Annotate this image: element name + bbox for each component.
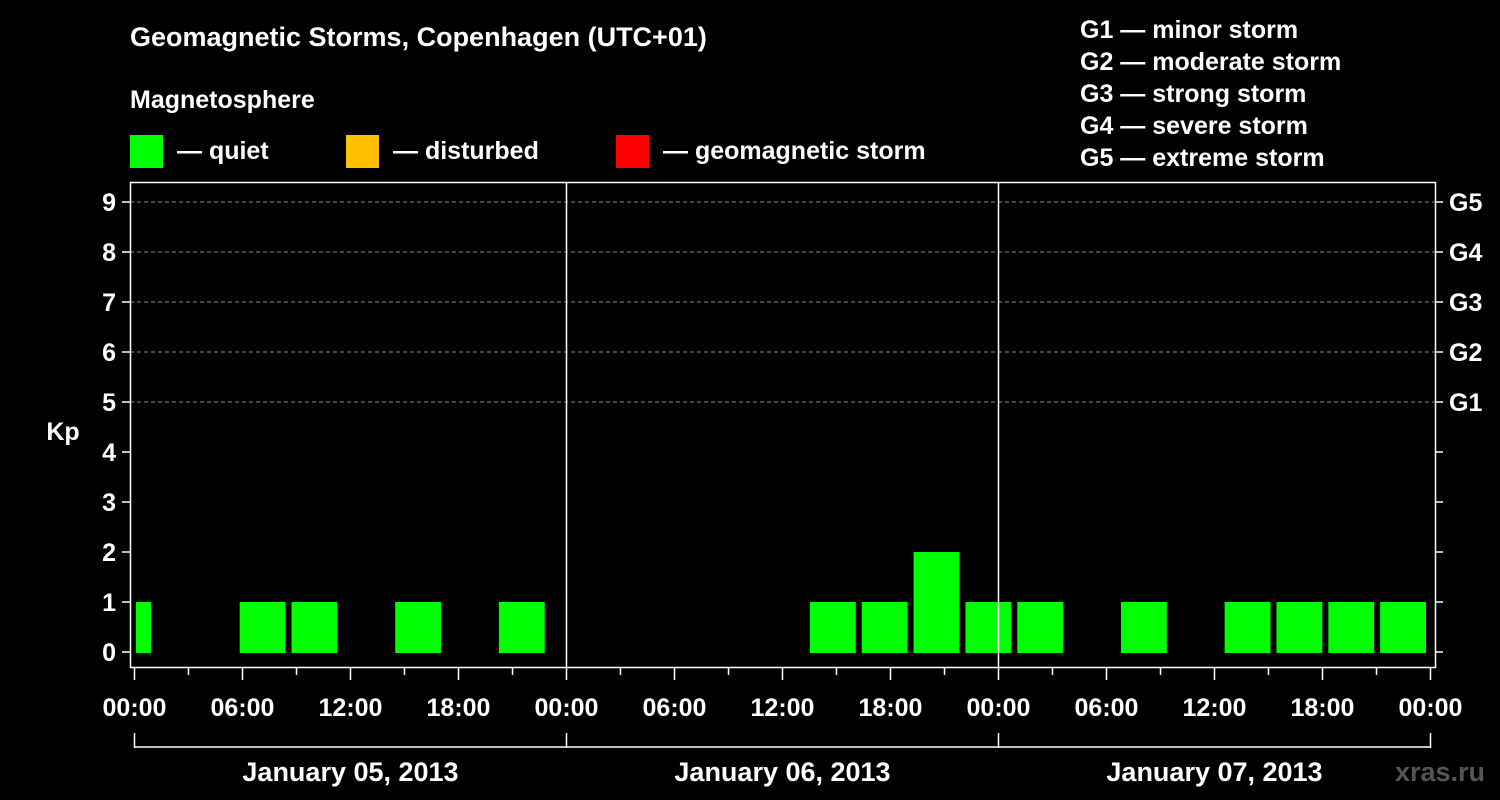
kp-bar-17: [1017, 602, 1064, 653]
legend-label-storm: — geomagnetic storm: [663, 136, 926, 165]
kp-bar-22: [1276, 602, 1323, 653]
x-tick-label-3: 18:00: [427, 694, 491, 722]
day-label-2: January 07, 2013: [1106, 757, 1322, 787]
kp-bar-19: [1120, 602, 1167, 653]
x-tick-label-9: 06:00: [1075, 694, 1139, 722]
right-axis-label-g1: G1: [1449, 389, 1482, 417]
magnetosphere-heading: Magnetosphere: [130, 86, 315, 114]
kp-bar-13: [809, 602, 856, 653]
y-tick-label-8: 8: [102, 239, 116, 267]
y-axis-label: Kp: [46, 418, 79, 446]
x-tick-label-12: 00:00: [1399, 694, 1463, 722]
storm-level-g2: G2 — moderate storm: [1080, 48, 1342, 76]
y-tick-label-1: 1: [102, 589, 116, 617]
x-tick-label-7: 18:00: [859, 694, 923, 722]
y-tick-label-3: 3: [102, 489, 116, 517]
storm-level-g5: G5 — extreme storm: [1080, 144, 1325, 172]
legend-storm: — geomagnetic storm: [616, 134, 926, 168]
kp-bar-16: [965, 602, 1012, 653]
y-tick-label-2: 2: [102, 539, 116, 567]
kp-bar-0: [136, 602, 151, 653]
right-axis-label-g4: G4: [1449, 239, 1482, 267]
x-tick-label-0: 00:00: [103, 694, 167, 722]
legend-label-quiet: — quiet: [177, 136, 269, 165]
kp-bar-15: [913, 552, 960, 653]
x-tick-label-6: 12:00: [751, 694, 815, 722]
watermark: xras.ru: [1395, 757, 1485, 787]
right-axis-label-g5: G5: [1449, 189, 1482, 217]
kp-bar-2: [239, 602, 286, 653]
kp-bar-14: [861, 602, 908, 653]
chart-title: Geomagnetic Storms, Copenhagen (UTC+01): [130, 22, 707, 52]
kp-bar-5: [395, 602, 442, 653]
y-tick-label-5: 5: [102, 389, 116, 417]
legend-quiet: — quiet: [130, 134, 269, 168]
day-label-0: January 05, 2013: [242, 757, 458, 787]
legend-swatch-disturbed: [346, 134, 379, 168]
x-tick-label-5: 06:00: [643, 694, 707, 722]
y-tick-label-9: 9: [102, 189, 116, 217]
day-label-1: January 06, 2013: [674, 757, 890, 787]
storm-levels-legend: G1 — minor storm G2 — moderate storm G3 …: [1080, 14, 1341, 174]
right-axis-label-g3: G3: [1449, 289, 1482, 317]
y-tick-label-4: 4: [102, 439, 116, 467]
y-tick-label-0: 0: [102, 639, 116, 667]
x-tick-label-8: 00:00: [967, 694, 1031, 722]
x-tick-label-10: 12:00: [1183, 694, 1247, 722]
storm-level-g3: G3 — strong storm: [1080, 80, 1307, 108]
x-tick-label-1: 06:00: [211, 694, 275, 722]
legend-label-disturbed: — disturbed: [393, 136, 539, 165]
right-axis-label-g2: G2: [1449, 339, 1482, 367]
storm-level-g4: G4 — severe storm: [1080, 112, 1308, 140]
kp-bar-3: [291, 602, 338, 653]
legend-swatch-storm: [616, 134, 649, 168]
kp-bar-24: [1380, 602, 1426, 653]
x-tick-label-4: 00:00: [535, 694, 599, 722]
kp-bar-23: [1328, 602, 1375, 653]
kp-bar-7: [498, 602, 545, 653]
legend-swatch-quiet: [130, 134, 163, 168]
plot-frame: [129, 181, 1437, 669]
y-tick-label-7: 7: [102, 289, 116, 317]
storm-level-g1: G1 — minor storm: [1080, 16, 1299, 44]
x-tick-label-11: 18:00: [1291, 694, 1355, 722]
x-tick-label-2: 12:00: [319, 694, 383, 722]
y-tick-label-6: 6: [102, 339, 116, 367]
kp-bar-21: [1224, 602, 1271, 653]
legend-disturbed: — disturbed: [346, 134, 539, 168]
